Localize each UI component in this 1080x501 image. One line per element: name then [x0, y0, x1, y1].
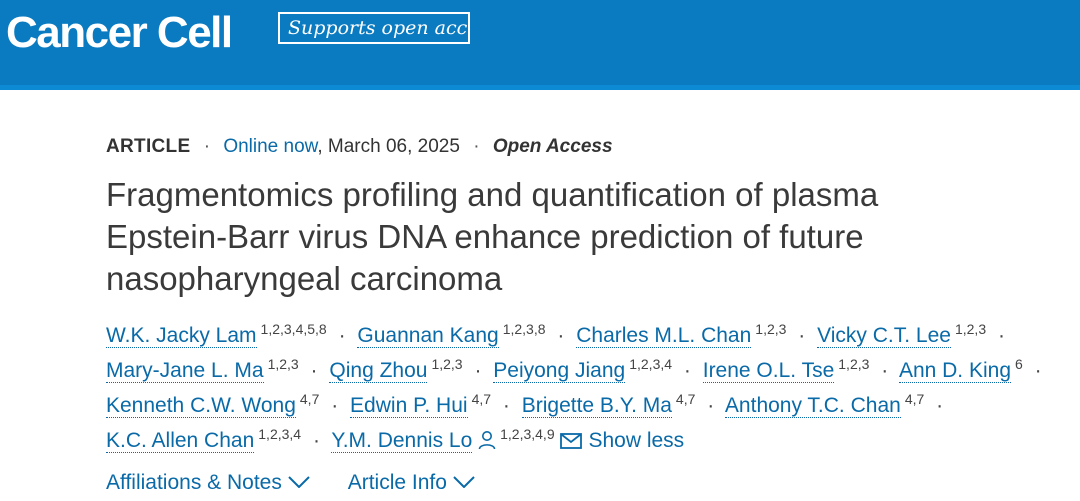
author-row: K.C. Allen Chan 1,2,3,4 · Y.M. Dennis Lo … [106, 423, 1076, 461]
article-title: Fragmentomics profiling and quantificati… [106, 174, 1006, 300]
affiliations-label: Affiliations & Notes [106, 471, 282, 494]
author-link[interactable]: Charles M.L. Chan [576, 324, 752, 348]
author-link[interactable]: Qing Zhou [329, 359, 428, 383]
title-line: Fragmentomics profiling and quantificati… [106, 176, 879, 213]
affiliation-marker: 1,2,3 [431, 356, 463, 372]
affiliation-marker: 1,2,3,4,5,8 [260, 321, 327, 337]
affiliation-marker: 1,2,3 [954, 321, 987, 337]
chevron-down-icon [453, 468, 475, 496]
affiliation-marker: 4,7 [675, 391, 696, 407]
header-divider [0, 85, 1080, 90]
affiliation-marker: 1,2,3 [267, 356, 299, 372]
affiliation-marker: 1,2,3,8 [502, 321, 546, 337]
article-info-toggle[interactable]: Article Info [348, 468, 475, 497]
author-separator: · [707, 394, 715, 417]
meta-separator: · [203, 136, 211, 157]
author-link[interactable]: Anthony T.C. Chan [724, 394, 901, 418]
author-separator: · [881, 359, 889, 382]
author-separator: · [798, 324, 806, 347]
article-sections: Affiliations & Notes Article Info [106, 468, 507, 497]
author-link[interactable]: W.K. Jacky Lam [106, 324, 257, 348]
author-link[interactable]: Irene O.L. Tse [702, 359, 835, 383]
author-separator: · [310, 359, 318, 382]
publication-date: , March 06, 2025 [317, 136, 460, 157]
author-row: Kenneth C.W. Wong 4,7 · Edwin P. Hui 4,7 ·… [106, 388, 1076, 423]
author-link[interactable]: Mary-Jane L. Ma [106, 359, 264, 383]
author-link[interactable]: Y.M. Dennis Lo [331, 429, 473, 453]
author-separator: · [1034, 359, 1042, 382]
author-separator: · [474, 359, 482, 382]
title-line: nasopharyngeal carcinoma [106, 260, 503, 297]
article-meta: ARTICLE · Online now, March 06, 2025 · O… [106, 134, 613, 160]
affiliation-marker: 4,7 [904, 391, 925, 407]
affiliation-marker: 1,2,3 [838, 356, 870, 372]
article-type: ARTICLE [106, 136, 191, 157]
article-info-label: Article Info [347, 471, 447, 494]
author-link[interactable]: Edwin P. Hui [350, 394, 468, 418]
author-separator: · [338, 324, 346, 347]
show-less-button[interactable]: Show less [588, 429, 685, 452]
meta-separator: · [473, 136, 480, 157]
affiliation-marker: 4,7 [471, 391, 492, 407]
journal-logo[interactable]: Cancer Cell [6, 8, 233, 57]
author-separator: · [557, 324, 565, 347]
author-list: W.K. Jacky Lam 1,2,3,4,5,8 · Guannan Kang… [106, 318, 1076, 461]
open-access-badge[interactable]: Supports open access [278, 12, 470, 44]
author-link[interactable]: Vicky C.T. Lee [817, 324, 951, 348]
chevron-down-icon [288, 468, 310, 496]
author-row: Mary-Jane L. Ma 1,2,3 · Qing Zhou 1,2,3 · … [106, 353, 1076, 388]
author-separator: · [331, 394, 339, 417]
affiliation-marker: 6 [1015, 356, 1023, 372]
author-separator: · [683, 359, 691, 382]
author-separator: · [502, 394, 510, 417]
affiliation-marker: 1,2,3,4,9 [500, 426, 555, 442]
affiliation-marker: 1,2,3 [755, 321, 787, 337]
affiliations-notes-toggle[interactable]: Affiliations & Notes [106, 468, 310, 497]
author-separator: · [997, 324, 1005, 347]
author-separator: · [936, 394, 944, 417]
author-link[interactable]: Guannan Kang [357, 324, 499, 348]
author-link[interactable]: Brigette B.Y. Ma [521, 394, 672, 418]
author-link[interactable]: Kenneth C.W. Wong [106, 394, 296, 418]
affiliation-marker: 1,2,3,4 [629, 356, 673, 372]
author-link[interactable]: Ann D. King [898, 359, 1012, 383]
affiliation-marker: 4,7 [299, 391, 320, 407]
envelope-icon[interactable] [560, 426, 583, 461]
author-link[interactable]: Peiyong Jiang [493, 359, 626, 383]
journal-header [0, 0, 1080, 89]
person-icon [478, 426, 496, 461]
author-row: W.K. Jacky Lam 1,2,3,4,5,8 · Guannan Kang… [106, 318, 1076, 353]
open-access-label: Open Access [492, 136, 613, 157]
title-line: Epstein-Barr virus DNA enhance predictio… [106, 218, 864, 255]
author-separator: · [312, 429, 320, 452]
author-link[interactable]: K.C. Allen Chan [106, 429, 255, 453]
online-now-link[interactable]: Online now [223, 136, 318, 157]
affiliation-marker: 1,2,3,4 [258, 426, 302, 442]
